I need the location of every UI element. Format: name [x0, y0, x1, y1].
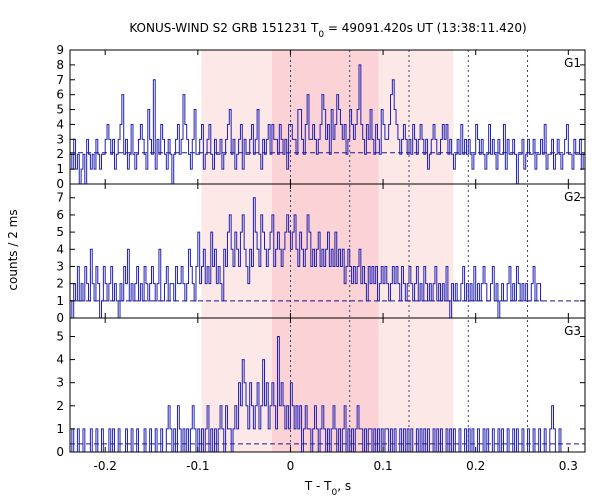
series-line-g3: [70, 335, 565, 452]
x-tick-label: 0: [287, 459, 295, 473]
panel-g2: 0 1 2 3 4 5 6 7 G2: [56, 190, 585, 325]
panel-label-g3: G3: [564, 324, 581, 338]
dotted-vertical-lines: [289, 50, 529, 452]
y-tick-label: 8: [56, 58, 64, 72]
x-tick-label: 0.2: [466, 459, 485, 473]
y-tick-label: 1: [56, 422, 64, 436]
series-line-g1: [70, 64, 585, 184]
shaded-intervals: [201, 50, 454, 452]
y-tick-label: 0: [56, 177, 64, 191]
y-tick-label: 6: [56, 88, 64, 102]
y-tick-label: 0: [56, 445, 64, 459]
y-tick-label: 9: [56, 43, 64, 57]
y-tick-label: 1: [56, 294, 64, 308]
y-tick-label: 2: [56, 147, 64, 161]
y-tick-label: 0: [56, 311, 64, 325]
panel-label-g2: G2: [564, 190, 581, 204]
y-tick-label: 4: [56, 242, 64, 256]
y-tick-label: 3: [56, 376, 64, 390]
panel-label-g1: G1: [564, 56, 581, 70]
y-tick-label: 7: [56, 191, 64, 205]
y-tick-label: 3: [56, 259, 64, 273]
y-tick-label: 5: [56, 225, 64, 239]
x-tick-label: 0.3: [559, 459, 578, 473]
x-tick-label: -0.1: [186, 459, 209, 473]
y-tick-label: 6: [56, 208, 64, 222]
y-tick-label: 4: [56, 117, 64, 131]
y-tick-label: 5: [56, 329, 64, 343]
x-axis-ticks: -0.2 -0.1 0 0.1 0.2 0.3: [93, 50, 578, 473]
y-tick-label: 2: [56, 399, 64, 413]
y-tick-label: 2: [56, 277, 64, 291]
panel-frames: [69, 49, 586, 453]
y-tick-label: 7: [56, 73, 64, 87]
chart-title: KONUS-WIND S2 GRB 151231 T0 = 49091.420s…: [129, 21, 526, 40]
panel-g3: 0 1 2 3 4 5 G3: [56, 324, 585, 459]
y-tick-label: 4: [56, 353, 64, 367]
x-axis-label: T - T0, s: [304, 479, 351, 498]
panel-frame-g3: [69, 317, 586, 453]
x-tick-label: 0.1: [374, 459, 393, 473]
series-line-g2: [70, 197, 543, 318]
y-tick-label: 5: [56, 103, 64, 117]
x-tick-label: -0.2: [93, 459, 116, 473]
y-tick-label: 1: [56, 162, 64, 176]
y-tick-label: 3: [56, 132, 64, 146]
y-axis-label: counts / 2 ms: [6, 209, 20, 290]
